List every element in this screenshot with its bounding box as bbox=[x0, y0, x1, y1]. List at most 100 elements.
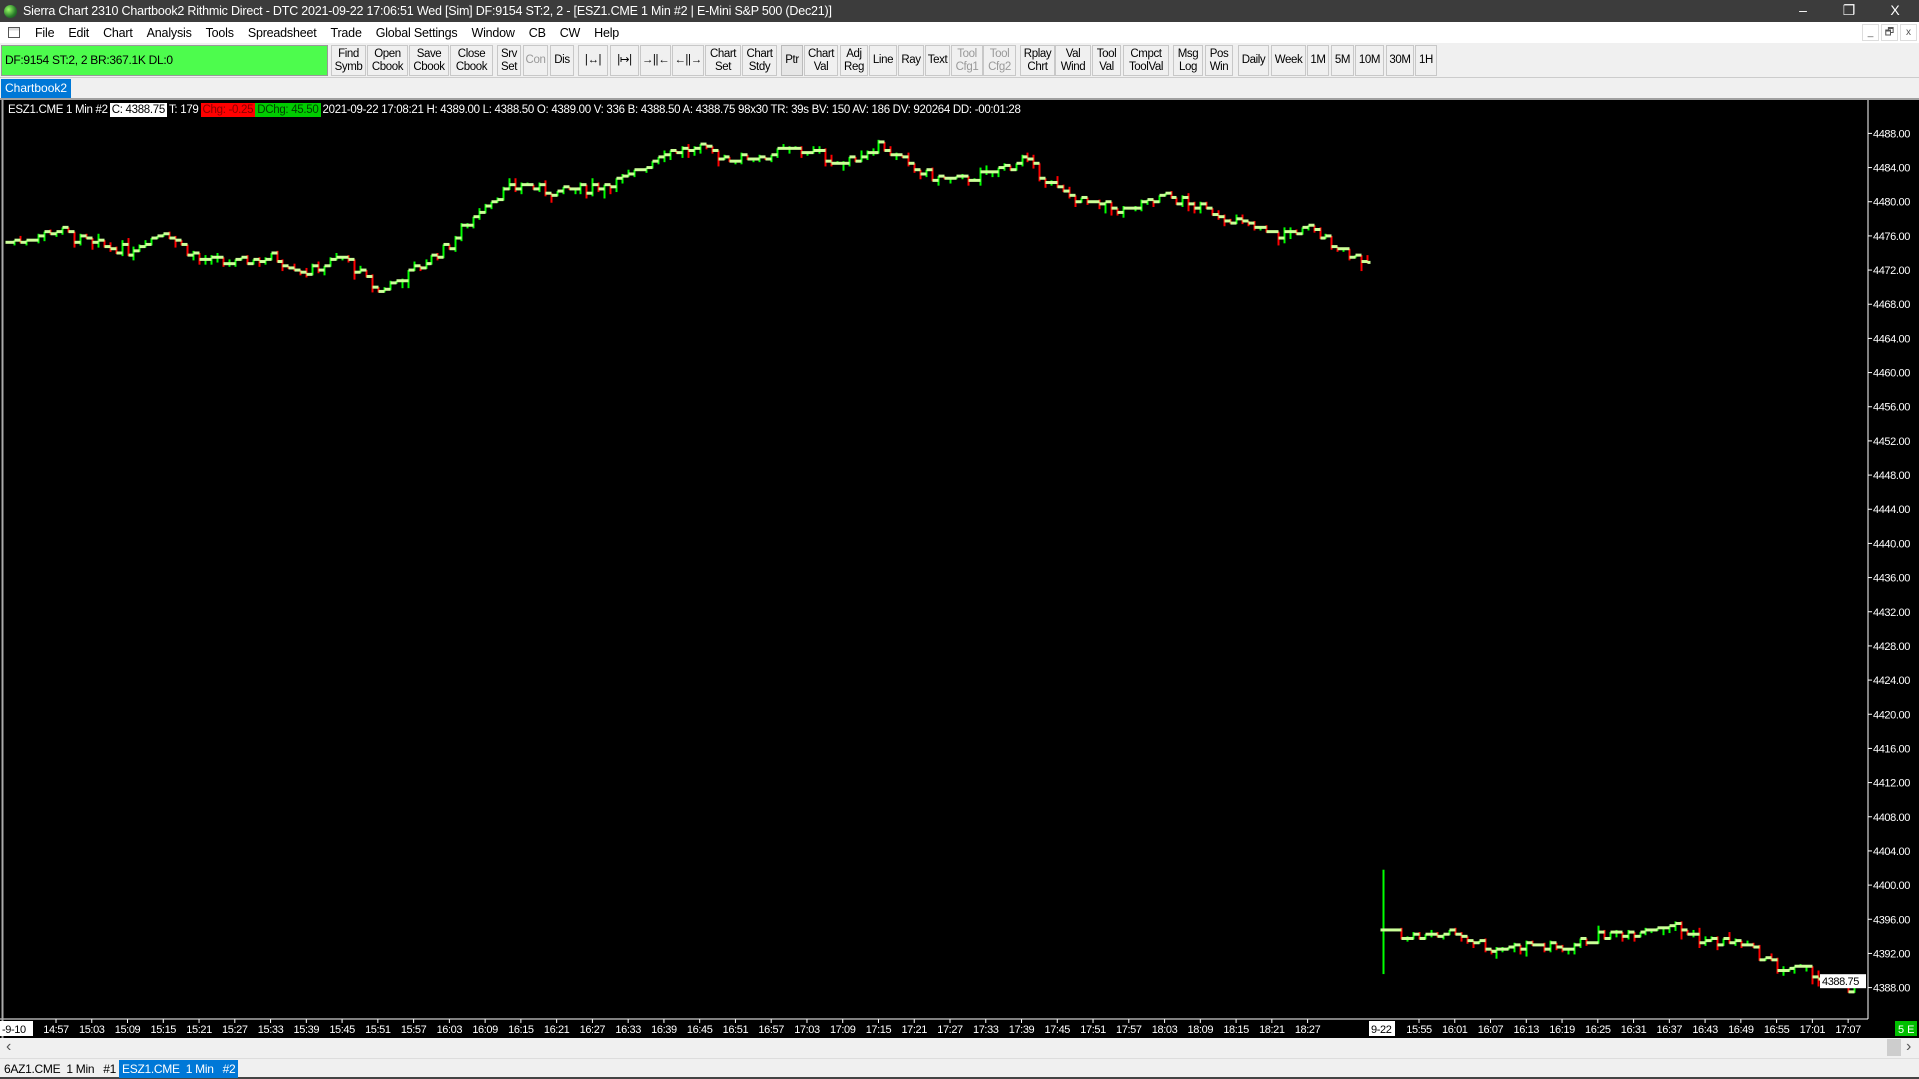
menu-tools[interactable]: Tools bbox=[205, 25, 234, 40]
toolbar-button-con[interactable]: Con bbox=[523, 45, 548, 76]
open-tick bbox=[1815, 975, 1819, 979]
toolbar-button-line[interactable]: Line bbox=[869, 45, 897, 76]
scroll-left-arrow-icon[interactable]: ‹ bbox=[6, 1038, 12, 1055]
compress-bars-button[interactable]: →||← bbox=[640, 45, 671, 76]
toolbar-button-tool-val[interactable]: Tool Val bbox=[1092, 45, 1121, 76]
document-icon[interactable] bbox=[8, 27, 20, 38]
menu-chart[interactable]: Chart bbox=[103, 25, 133, 40]
toolbar-button-daily[interactable]: Daily bbox=[1238, 45, 1269, 76]
toolbar-button-close-cbook[interactable]: Close Cbook bbox=[450, 45, 493, 76]
toolbar-button-find-symb[interactable]: Find Symb bbox=[331, 45, 366, 76]
toolbar-button-1h[interactable]: 1H bbox=[1415, 45, 1437, 76]
close-tick bbox=[414, 264, 418, 268]
close-tick bbox=[580, 183, 584, 187]
toolbar-button-1m[interactable]: 1M bbox=[1307, 45, 1329, 76]
toolbar-button-tool-cfg1[interactable]: Tool Cfg1 bbox=[951, 45, 983, 76]
expand-bars-button[interactable]: ←||→ bbox=[672, 45, 704, 76]
open-tick bbox=[440, 255, 444, 259]
menu-trade[interactable]: Trade bbox=[330, 25, 362, 40]
zoom-fit-button[interactable]: |↦| bbox=[610, 45, 639, 76]
close-tick bbox=[592, 183, 596, 187]
toolbar-button-chart-stdy[interactable]: Chart Stdy bbox=[742, 45, 777, 76]
toolbar-button-ray[interactable]: Ray bbox=[898, 45, 924, 76]
open-tick bbox=[1476, 941, 1480, 945]
close-tick bbox=[765, 157, 769, 161]
open-tick bbox=[601, 187, 605, 191]
open-tick bbox=[142, 245, 146, 249]
toolbar-button-rplay-chrt[interactable]: Rplay Chrt bbox=[1020, 45, 1055, 76]
close-tick bbox=[277, 260, 281, 264]
toolbar-button-save-cbook[interactable]: Save Cbook bbox=[409, 45, 449, 76]
open-tick bbox=[947, 176, 951, 180]
toolbar-button-open-cbook[interactable]: Open Cbook bbox=[367, 45, 408, 76]
toolbar: DF:9154 ST:2, 2 BR:367.1K DL:0 Find Symb… bbox=[0, 43, 1919, 78]
close-tick bbox=[312, 264, 316, 268]
close-tick bbox=[837, 161, 841, 165]
restore-button[interactable]: ❐ bbox=[1842, 2, 1856, 18]
toolbar-button-pos-win[interactable]: Pos Win bbox=[1205, 45, 1233, 76]
open-tick bbox=[1036, 161, 1040, 165]
toolbar-button-dis[interactable]: Dis bbox=[550, 45, 574, 76]
x-tick-label: 17:15 bbox=[866, 1024, 892, 1036]
menu-file[interactable]: File bbox=[35, 25, 55, 40]
scrollbar-thumb[interactable] bbox=[1887, 1039, 1901, 1056]
mdi-minimize-button[interactable]: _ bbox=[1862, 24, 1879, 41]
open-tick bbox=[1322, 236, 1326, 240]
toolbar-button-chart-set[interactable]: Chart Set bbox=[705, 45, 741, 76]
horizontal-scrollbar[interactable]: ‹ › bbox=[0, 1038, 1919, 1058]
toolbar-button-msg-log[interactable]: Msg Log bbox=[1173, 45, 1203, 76]
open-tick bbox=[1505, 947, 1509, 951]
open-tick bbox=[1780, 969, 1784, 973]
open-tick bbox=[232, 262, 236, 266]
open-tick bbox=[452, 247, 456, 251]
toolbar-button-cmpct-toolval[interactable]: Cmpct ToolVal bbox=[1123, 45, 1169, 76]
open-tick bbox=[119, 251, 123, 255]
x-tick-label: 15:27 bbox=[222, 1024, 248, 1036]
toolbar-button-val-wind[interactable]: Val Wind bbox=[1055, 45, 1091, 76]
mdi-close-button[interactable]: x bbox=[1900, 24, 1917, 41]
toolbar-button-srv-set[interactable]: Srv Set bbox=[497, 45, 521, 76]
close-tick bbox=[1437, 934, 1441, 938]
close-tick bbox=[1657, 926, 1661, 930]
menu-global-settings[interactable]: Global Settings bbox=[375, 25, 458, 40]
zoom-width-button[interactable]: |↔| bbox=[578, 45, 608, 76]
open-tick bbox=[1702, 941, 1706, 945]
open-tick bbox=[381, 289, 385, 293]
close-tick bbox=[1171, 195, 1175, 199]
close-tick bbox=[1443, 932, 1447, 936]
close-tick bbox=[1771, 958, 1775, 962]
minimize-button[interactable]: – bbox=[1799, 2, 1807, 18]
x-tick-label: 15:33 bbox=[258, 1024, 284, 1036]
mdi-restore-button[interactable]: 🗗 bbox=[1881, 24, 1898, 41]
close-button[interactable]: X bbox=[1890, 2, 1900, 18]
menu-cb[interactable]: CB bbox=[528, 25, 546, 40]
tab-chart-1[interactable]: 6AZ1.CME 1 Min #1 bbox=[4, 1062, 117, 1076]
chart-area[interactable] bbox=[0, 100, 1919, 1038]
open-tick bbox=[935, 178, 939, 182]
toolbar-button-week[interactable]: Week bbox=[1271, 45, 1306, 76]
scroll-right-arrow-icon[interactable]: › bbox=[1906, 1038, 1912, 1055]
toolbar-button-chart-val[interactable]: Chart Val bbox=[804, 45, 838, 76]
toolbar-button-text[interactable]: Text bbox=[925, 45, 950, 76]
menu-analysis[interactable]: Analysis bbox=[146, 25, 192, 40]
tab-chartbook2[interactable]: Chartbook2 bbox=[1, 79, 72, 98]
menu-edit[interactable]: Edit bbox=[68, 25, 90, 40]
x-tick-label: 16:39 bbox=[651, 1024, 677, 1036]
toolbar-button-30m[interactable]: 30M bbox=[1386, 45, 1414, 76]
y-tick-label: 4464.00 bbox=[1873, 333, 1910, 345]
menu-spreadsheet[interactable]: Spreadsheet bbox=[247, 25, 317, 40]
menu-help[interactable]: Help bbox=[594, 25, 620, 40]
y-tick-label: 4480.00 bbox=[1873, 197, 1910, 209]
toolbar-button-ptr[interactable]: Ptr bbox=[781, 45, 803, 76]
toolbar-button-5m[interactable]: 5M bbox=[1331, 45, 1354, 76]
toolbar-button-10m[interactable]: 10M bbox=[1355, 45, 1384, 76]
toolbar-button-tool-cfg2[interactable]: Tool Cfg2 bbox=[983, 45, 1016, 76]
menu-cw[interactable]: CW bbox=[559, 25, 581, 40]
toolbar-button-adj-reg[interactable]: Adj Reg bbox=[840, 45, 868, 76]
x-tick-label: 16:13 bbox=[1514, 1024, 1540, 1036]
tab-chart-2[interactable]: ESZ1.CME 1 Min #2 bbox=[119, 1060, 239, 1078]
menu-window[interactable]: Window bbox=[471, 25, 515, 40]
y-tick-label: 4404.00 bbox=[1873, 846, 1910, 858]
open-tick bbox=[560, 189, 564, 193]
